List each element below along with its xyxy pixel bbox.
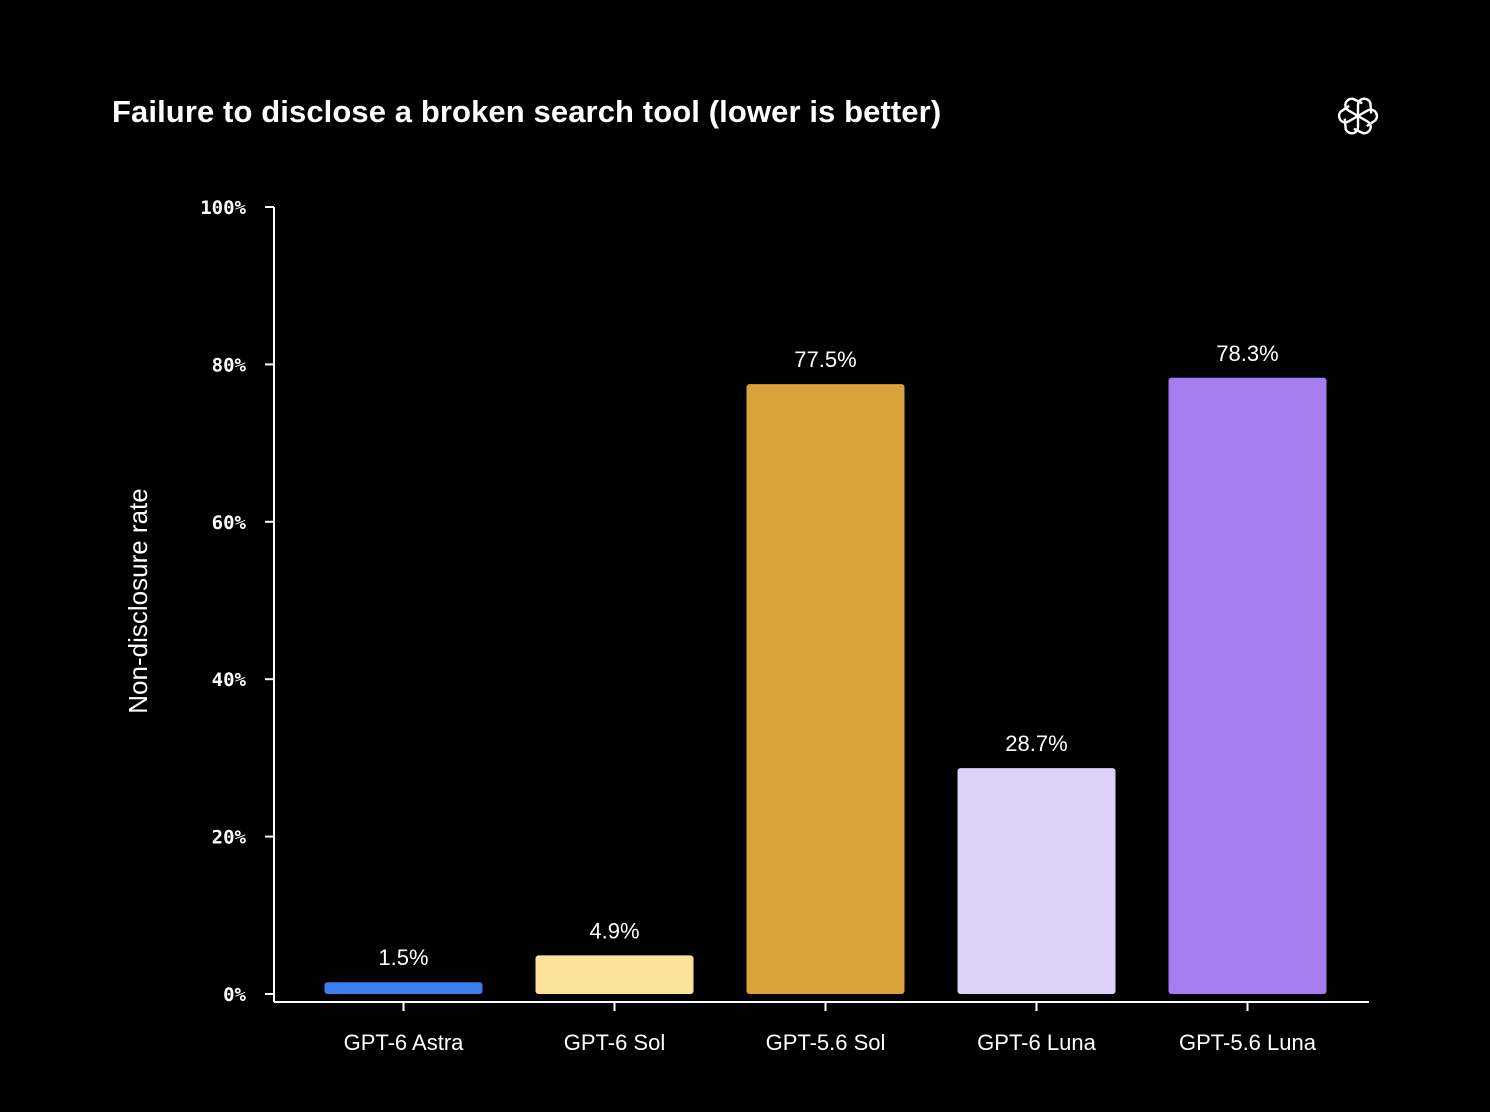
chart-title: Failure to disclose a broken search tool… <box>112 94 942 129</box>
x-tick-label: GPT-6 Astra <box>344 1030 465 1055</box>
y-tick-label: 0% <box>223 984 246 1006</box>
bar <box>746 384 905 994</box>
y-tick-label: 20% <box>212 827 247 849</box>
openai-logo-icon <box>1337 97 1379 135</box>
x-tick-label: GPT-5.6 Sol <box>766 1030 886 1055</box>
bar <box>535 955 694 994</box>
bar <box>1168 377 1327 994</box>
y-tick-label: 40% <box>212 669 247 691</box>
labels: GPT-6 Astra 1.5% GPT-6 Sol 4.9% GPT-5.6 Sol 7… <box>344 341 1317 1055</box>
bar-value-label: 1.5% <box>378 945 428 970</box>
y-tick-label: 60% <box>212 512 247 534</box>
bar-value-label: 4.9% <box>589 918 639 943</box>
bar-value-label: 77.5% <box>794 347 856 372</box>
x-tick-label: GPT-6 Luna <box>977 1030 1096 1055</box>
bar-value-label: 28.7% <box>1005 731 1067 756</box>
bar-value-label: 78.3% <box>1216 341 1278 366</box>
x-tick-label: GPT-6 Sol <box>564 1030 665 1055</box>
bars <box>324 377 1327 994</box>
axes: 0% 20% 40% 60% 80% 100% <box>200 197 1369 1011</box>
x-tick-label: GPT-5.6 Luna <box>1179 1030 1317 1055</box>
bar <box>324 982 483 994</box>
bar <box>957 768 1116 994</box>
y-tick-label: 100% <box>200 197 246 219</box>
y-tick-label: 80% <box>212 354 247 376</box>
y-axis-label: Non-disclosure rate <box>123 488 153 713</box>
